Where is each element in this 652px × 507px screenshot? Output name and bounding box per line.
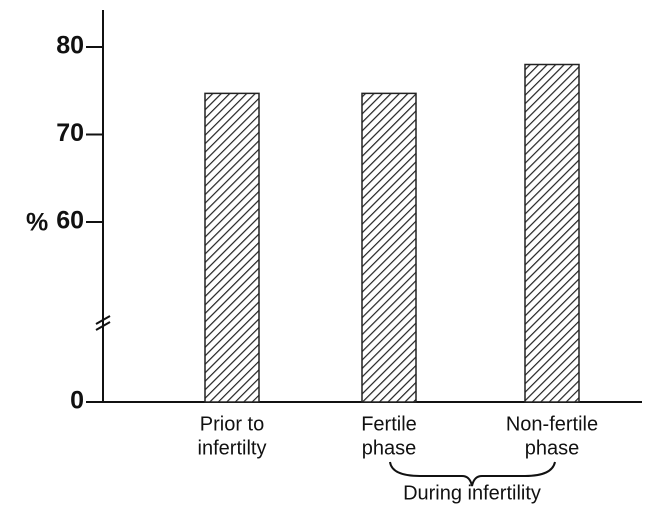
- x-tick-label: Fertile: [361, 413, 417, 435]
- brace: [389, 461, 556, 487]
- axis-break: [95, 321, 111, 331]
- y-tick-label: 80: [56, 32, 84, 60]
- y-axis-label: %: [26, 209, 48, 237]
- bar: [361, 92, 417, 403]
- y-tick-label: 60: [56, 207, 84, 235]
- x-tick-label: phase: [362, 437, 417, 459]
- bar: [524, 63, 580, 403]
- y-tick-label: 70: [56, 119, 84, 147]
- x-tick-label: Non-fertile: [506, 413, 598, 435]
- bar: [204, 92, 260, 403]
- x-tick-label: phase: [525, 437, 580, 459]
- x-tick-label: Prior to: [200, 413, 264, 435]
- x-tick-label: infertilty: [198, 437, 267, 459]
- group-label: During infertility: [403, 482, 541, 504]
- axis-break: [95, 315, 111, 325]
- y-tick-label: 0: [70, 387, 84, 415]
